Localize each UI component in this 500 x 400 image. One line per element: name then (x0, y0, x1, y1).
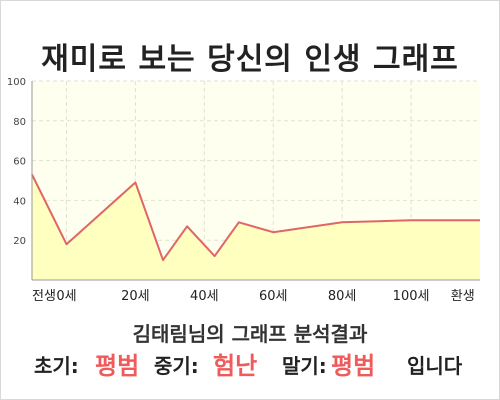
x-tick-label-4: 60세 (259, 289, 288, 304)
x-tick-label-0: 전생 (32, 289, 56, 304)
life-line (31, 174, 480, 262)
early-stage-label: 초기: (34, 354, 79, 378)
x-tick-label-1: 0세 (56, 289, 76, 304)
y-tick-label-2: 60 (13, 157, 26, 168)
x-tick-label-2: 20세 (121, 289, 150, 304)
late-stage-value: 평범 (331, 352, 376, 380)
x-tick-label-5: 80세 (328, 289, 357, 304)
verdict-ending: 입니다 (407, 354, 463, 378)
x-tick-label-6: 100세 (393, 289, 430, 304)
y-tick-label-1: 40 (13, 196, 26, 207)
early-stage-value: 평범 (95, 352, 140, 380)
analysis-summary: 김태림님의 그래프 분석결과 (132, 322, 368, 346)
x-tick-label-7: 환생 (451, 289, 475, 304)
chart-title: 재미로 보는 당신의 인생 그래프 (41, 42, 459, 77)
mid-stage-value: 험난 (213, 352, 258, 380)
y-tick-label-0: 20 (13, 236, 26, 247)
mid-stage-label: 중기: (154, 354, 199, 378)
x-tick-label-3: 40세 (190, 289, 219, 304)
y-tick-label-4: 100 (7, 77, 26, 88)
y-tick-label-3: 80 (13, 117, 26, 128)
life-graph-chart: 20 40 60 80 100 전생 0세 20세 40세 60세 80세 100세 환생 (7, 77, 480, 304)
late-stage-label: 말기: (282, 354, 327, 378)
